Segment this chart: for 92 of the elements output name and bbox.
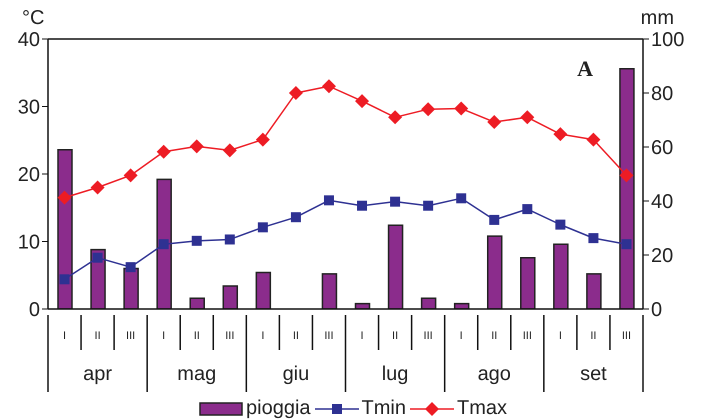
point (388, 110, 402, 124)
bar (486, 235, 502, 309)
x-tick-label: III (225, 330, 234, 342)
y2-tick-label: 40 (651, 191, 674, 214)
bar (388, 224, 404, 309)
x-tick-label: III (622, 330, 632, 342)
text: mag (177, 363, 216, 385)
point (156, 144, 171, 159)
point (421, 102, 436, 116)
y2-tick-label: 20 (651, 245, 674, 268)
x-tick-label: I (558, 330, 562, 342)
point (588, 233, 598, 244)
point (324, 195, 334, 206)
x-tick-label: II (590, 330, 596, 342)
y2-axis-title: mm (640, 7, 674, 29)
y-tick-label: 20 (18, 164, 40, 186)
point (290, 212, 301, 222)
point (92, 252, 103, 263)
point (322, 79, 336, 94)
x-tick-label: I (162, 330, 166, 342)
point (520, 110, 534, 124)
point (256, 132, 270, 147)
text: lug (382, 363, 408, 385)
point (456, 193, 466, 204)
point (454, 102, 468, 116)
point (355, 94, 370, 108)
point (553, 127, 568, 142)
y-tick-label: 0 (28, 299, 40, 322)
x-tick-label: III (522, 330, 532, 342)
point (192, 236, 202, 246)
y2-tick-label: 80 (651, 83, 674, 106)
bar (619, 68, 635, 309)
legend-label: pioggia (246, 397, 311, 420)
x-tick-label: II (292, 330, 299, 342)
bar (123, 268, 139, 309)
text: set (580, 363, 608, 385)
bar (454, 302, 470, 309)
x-tick-label: I (360, 330, 364, 342)
x-tick-label: II (194, 330, 200, 342)
point (258, 222, 268, 232)
bar (420, 297, 436, 309)
point (288, 86, 303, 100)
point (586, 132, 600, 147)
text: giu (282, 363, 310, 385)
x-tick-label: I (261, 330, 264, 342)
point (423, 200, 434, 211)
text: A (577, 56, 594, 81)
x-tick-label: I (460, 330, 463, 342)
point (224, 234, 235, 244)
y-axis-title: °C (22, 7, 44, 29)
text: apr (83, 363, 112, 385)
point (390, 196, 400, 207)
y-tick-label: 10 (18, 232, 40, 254)
point (90, 180, 105, 194)
point (126, 262, 136, 272)
bar (586, 273, 602, 309)
x-tick-label: II (94, 330, 101, 342)
point (222, 143, 237, 158)
bar (189, 297, 205, 309)
point (619, 168, 634, 182)
y2-tick-label: 60 (651, 137, 674, 160)
legend-label: Tmax (456, 397, 507, 420)
x-tick-label: III (424, 330, 433, 342)
point (555, 220, 566, 230)
point (190, 139, 204, 154)
x-tick-label: II (491, 330, 498, 342)
y-tick-label: 30 (18, 96, 40, 119)
legend-label: Tmin (362, 397, 406, 420)
point (60, 274, 70, 284)
point (124, 168, 138, 182)
text: ago (478, 363, 511, 385)
x-tick-label: I (62, 330, 66, 342)
bar (322, 273, 338, 309)
point (357, 200, 368, 211)
point (158, 239, 169, 250)
bar (354, 302, 370, 309)
point (522, 204, 532, 214)
bar (156, 178, 172, 309)
y2-tick-label: 100 (651, 29, 684, 52)
y-tick-label: 40 (18, 29, 40, 52)
y2-tick-label: 0 (651, 299, 662, 322)
bar (553, 243, 569, 309)
x-tick-label: III (324, 330, 334, 342)
point (487, 115, 502, 130)
point (621, 239, 632, 250)
point (58, 190, 72, 205)
x-tick-label: III (126, 330, 136, 342)
bar (222, 285, 238, 309)
bar (256, 272, 272, 309)
bar (520, 256, 536, 309)
x-tick-label: II (392, 330, 398, 342)
point (489, 214, 500, 225)
